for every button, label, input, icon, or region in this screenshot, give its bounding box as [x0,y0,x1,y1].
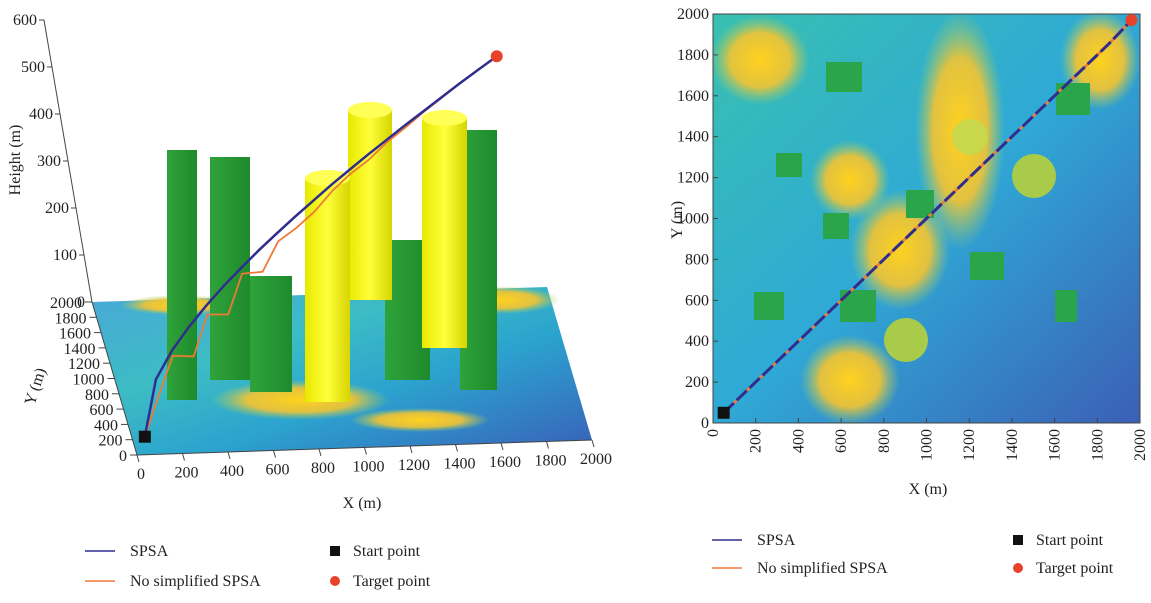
y-tick-label: 1800 [677,47,709,64]
x-tick-label: 600 [266,462,290,479]
legend-marker [1013,535,1023,545]
x-tick-label: 1400 [1004,429,1021,461]
x-tick-label: 600 [833,429,850,453]
x-tick [182,453,185,461]
start-marker [717,406,730,419]
y-tick-label: 200 [99,433,123,450]
z-tick-label: 0 [77,294,85,311]
x-tick-label: 1800 [535,453,567,470]
x-tick-label: 1000 [919,429,936,461]
y-tick-label: 600 [90,402,114,419]
x-tick-label: 2000 [580,451,612,468]
y-tick-label: 1400 [677,129,709,146]
x-tick-label: 1200 [398,457,430,474]
y-tick-label: 600 [685,292,709,309]
x-axis-label: X (m) [343,495,382,512]
target-marker [490,50,503,63]
legend-label: No simplified SPSA [757,560,888,577]
x-axis-label: X (m) [909,481,948,498]
z-tick-label: 200 [45,200,69,217]
x-tick-label: 0 [705,429,722,437]
legend-label: Target point [1036,560,1114,577]
x-tick-label: 400 [220,463,244,480]
y-tick-label: 1800 [55,310,87,327]
legend-label: SPSA [757,532,796,549]
x-tick-label: 1600 [1047,429,1064,461]
y-tick-label: 1200 [68,356,100,373]
y-tick-label: 800 [85,387,109,404]
x-tick-label: 1400 [444,456,476,473]
x-tick [546,441,549,449]
y-tick-label: 1400 [64,341,96,358]
x-tick-label: 400 [790,429,807,453]
series-line [722,19,1133,414]
y-tick-label: 400 [94,417,118,434]
y-axis-label: Y (m) [22,366,50,407]
x-tick-label: 200 [175,465,199,482]
x-tick [136,454,140,463]
z-tick-label: 600 [13,12,37,29]
x-tick [227,451,231,460]
y-tick-label: 400 [685,333,709,350]
x-tick [409,445,413,454]
x-tick-label: 200 [748,429,765,453]
x-tick-label: 1000 [353,459,385,476]
legend-marker [1013,563,1023,573]
y-tick-label: 1600 [677,88,709,105]
series-line [143,55,498,437]
obstacles-3d [167,102,497,402]
legend-marker [330,576,340,586]
x-tick-label: 800 [311,460,335,477]
y-tick-label: 2000 [677,6,709,23]
x-tick-label: 1600 [489,454,521,471]
x-tick [364,447,367,455]
legend-label: No simplified SPSA [130,573,261,590]
y-tick-label: 2000 [50,295,82,312]
y-tick-label: 1000 [73,372,105,389]
start-marker [138,430,151,443]
target-marker [1125,14,1138,27]
y-tick-label: 800 [685,251,709,268]
legend-label: Target point [353,573,431,590]
legend-marker [330,546,340,556]
y-tick-label: 1000 [677,211,709,228]
x-tick [455,444,458,452]
y-tick-label: 0 [119,448,127,465]
x-tick [273,450,276,458]
x-tick-label: 0 [137,466,145,483]
legend-label: Start point [1036,532,1104,549]
z-tick-label: 500 [21,59,45,76]
y-tick-label: 1200 [677,170,709,187]
y-axis-label: Y (m) [669,201,686,239]
x-tick-label: 1200 [961,429,978,461]
z-tick-label: 400 [29,106,53,123]
z-tick-label: 300 [37,153,61,170]
z-tick-label: 100 [53,247,77,264]
y-tick-label: 200 [685,374,709,391]
x-tick [318,448,322,457]
z-axis-label: Height (m) [7,125,24,196]
x-tick-label: 2000 [1132,429,1149,461]
x-tick-label: 1800 [1089,429,1106,461]
legend-label: Start point [353,543,421,560]
x-tick [591,439,595,448]
legend-label: SPSA [130,543,169,560]
y-tick-label: 0 [701,415,709,432]
x-tick [500,442,504,451]
x-tick-label: 800 [876,429,893,453]
y-tick-label: 1600 [59,326,91,343]
